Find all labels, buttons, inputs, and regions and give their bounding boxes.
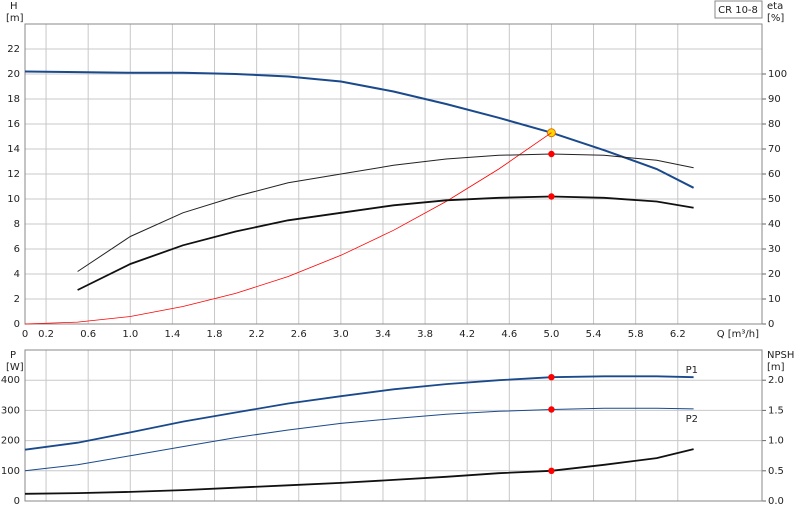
x-tick-label: 5.4 <box>586 329 602 340</box>
x-tick-label: 6.2 <box>670 329 686 340</box>
x-tick-label: 4.6 <box>501 329 517 340</box>
series-label: P2 <box>686 414 698 425</box>
y2-tick-label: 10 <box>768 294 781 305</box>
duty-point <box>548 373 555 381</box>
duty-point <box>548 150 555 158</box>
series-line <box>24 407 694 472</box>
y-tick-label: 8 <box>14 219 20 230</box>
x-tick-label: 3.4 <box>375 329 391 340</box>
y-tick-label: 0 <box>14 496 20 507</box>
y2-tick-label: 80 <box>768 119 781 130</box>
y2-tick-label: 1.5 <box>768 405 784 416</box>
y-tick-label: 22 <box>7 44 20 55</box>
chart-title: CR 10-8 <box>718 5 758 16</box>
series-line <box>24 132 552 325</box>
plot-frame <box>24 349 763 502</box>
x-tick-label: 2.2 <box>249 329 265 340</box>
x-tick-label: 1.8 <box>207 329 223 340</box>
y-tick-label: 10 <box>7 194 20 205</box>
plot-area <box>25 350 762 501</box>
series-line <box>77 195 694 291</box>
y2-tick-label: 70 <box>768 144 781 155</box>
y2-tick-label: 100 <box>768 69 787 80</box>
y-tick-label: 16 <box>7 119 20 130</box>
y2-tick-label: 60 <box>768 169 781 180</box>
x-axis-title: Q [m³/h] <box>717 329 759 340</box>
y-tick-label: 4 <box>14 269 20 280</box>
y2-tick-label: 20 <box>768 269 781 280</box>
y-axis-title: [W] <box>6 362 24 373</box>
y-axis-title: H <box>10 1 18 12</box>
y-tick-label: 400 <box>1 375 20 386</box>
x-tick-label: 5.0 <box>543 329 559 340</box>
x-tick-label: 0 <box>22 329 28 340</box>
y2-tick-label: 0 <box>768 319 774 330</box>
y-tick-label: 20 <box>7 69 20 80</box>
series-label: P1 <box>686 365 698 376</box>
duty-point <box>548 193 555 200</box>
y-tick-label: 12 <box>7 169 20 180</box>
y-tick-label: 14 <box>7 144 20 155</box>
y2-tick-label: 1.0 <box>768 436 784 447</box>
y2-axis-title: NPSH <box>767 350 794 361</box>
x-tick-label: 0.2 <box>38 329 54 340</box>
y2-tick-label: 40 <box>768 219 781 230</box>
x-tick-label: 5.8 <box>628 329 644 340</box>
y2-axis-title: eta <box>767 1 783 12</box>
y2-tick-label: 90 <box>768 94 781 105</box>
x-tick-label: 4.2 <box>459 329 475 340</box>
duty-point <box>548 406 555 413</box>
y-tick-label: 0 <box>14 319 20 330</box>
y2-tick-label: 2.0 <box>768 375 784 386</box>
x-tick-label: 3.0 <box>333 329 349 340</box>
y-axis-title: [m] <box>6 13 24 24</box>
y-axis-title: P <box>10 350 16 361</box>
y-tick-label: 18 <box>7 94 20 105</box>
series-line <box>77 153 694 272</box>
y2-axis-title: [m] <box>767 362 785 373</box>
series-line <box>24 448 694 495</box>
plot-frame <box>24 23 763 325</box>
title-box <box>714 0 763 19</box>
y2-tick-label: 50 <box>768 194 781 205</box>
y2-axis-title: [%] <box>767 13 784 24</box>
y-tick-label: 2 <box>14 294 20 305</box>
y2-tick-label: 0.0 <box>768 496 784 507</box>
y-tick-label: 6 <box>14 244 20 255</box>
series-line <box>24 375 694 451</box>
y-tick-label: 300 <box>1 405 20 416</box>
y2-tick-label: 0.5 <box>768 466 784 477</box>
x-tick-label: 1.4 <box>164 329 180 340</box>
y-tick-label: 200 <box>1 436 20 447</box>
x-tick-label: 2.6 <box>291 329 307 340</box>
y-tick-label: 100 <box>1 466 20 477</box>
x-tick-label: 1.0 <box>122 329 138 340</box>
series-line <box>24 70 695 189</box>
x-tick-label: 0.6 <box>80 329 96 340</box>
duty-point <box>548 467 555 474</box>
x-tick-label: 3.8 <box>417 329 433 340</box>
y2-tick-label: 30 <box>768 244 781 255</box>
